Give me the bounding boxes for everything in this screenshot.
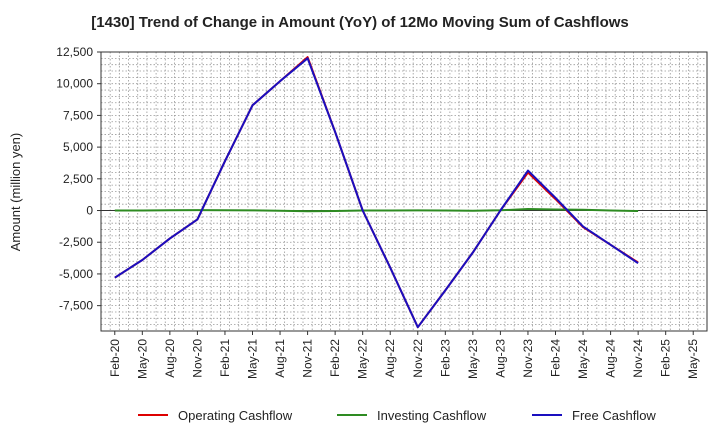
x-tick-label: Nov-20 [190, 339, 204, 378]
x-tick-label: Nov-23 [521, 339, 535, 378]
x-tick-label: May-25 [686, 339, 700, 379]
x-tick-label: Feb-21 [218, 339, 232, 377]
y-tick-label: 10,000 [56, 77, 93, 91]
legend: Operating Cashflow Investing Cashflow Free… [138, 408, 656, 423]
x-tick-label: May-21 [246, 339, 260, 379]
x-tick-label: Feb-23 [438, 339, 452, 377]
y-tick-label: 7,500 [63, 108, 93, 122]
x-tick-label: Nov-22 [411, 339, 425, 378]
x-tick-label: Feb-25 [659, 339, 673, 377]
legend-label: Operating Cashflow [178, 408, 293, 423]
y-tick-label: -2,500 [59, 235, 93, 249]
x-tick-label: May-23 [466, 339, 480, 379]
series-lines [114, 56, 639, 329]
x-tick-label: Feb-22 [328, 339, 342, 377]
plot-area-frame [100, 51, 708, 332]
x-axis-ticks: Feb-20 May-20 Aug-20 Nov-20 Feb-21 May-21 Aug-… [108, 331, 700, 379]
y-tick-label: -5,000 [59, 267, 93, 281]
y-tick-label: 5,000 [63, 140, 93, 154]
grid-lines [100, 51, 708, 332]
x-tick-label: Aug-24 [604, 339, 618, 378]
x-tick-label: May-20 [135, 339, 149, 379]
y-tick-label: 12,500 [56, 45, 93, 59]
chart-title: [1430] Trend of Change in Amount (YoY) o… [91, 14, 629, 31]
y-tick-label: 0 [86, 204, 93, 218]
legend-label: Free Cashflow [572, 408, 656, 423]
y-tick-label: 2,500 [63, 172, 93, 186]
x-tick-label: Feb-24 [549, 339, 563, 377]
x-tick-label: Aug-23 [493, 339, 507, 378]
x-tick-label: Aug-20 [163, 339, 177, 378]
y-tick-label: -7,500 [59, 299, 93, 313]
y-axis-label: Amount (million yen) [8, 133, 23, 252]
legend-label: Investing Cashflow [377, 408, 487, 423]
x-tick-label: Feb-20 [108, 339, 122, 377]
series-line-free-cashflow [114, 57, 639, 329]
x-tick-label: Nov-24 [631, 339, 645, 378]
x-tick-label: Aug-21 [273, 339, 287, 378]
x-tick-label: May-24 [576, 339, 590, 379]
y-axis-ticks: 12,500 10,000 7,500 5,000 2,500 0 -2,500 -5,000… [56, 45, 101, 313]
x-tick-label: Nov-21 [301, 339, 315, 378]
x-tick-label: Aug-22 [383, 339, 397, 378]
x-tick-label: May-22 [356, 339, 370, 379]
